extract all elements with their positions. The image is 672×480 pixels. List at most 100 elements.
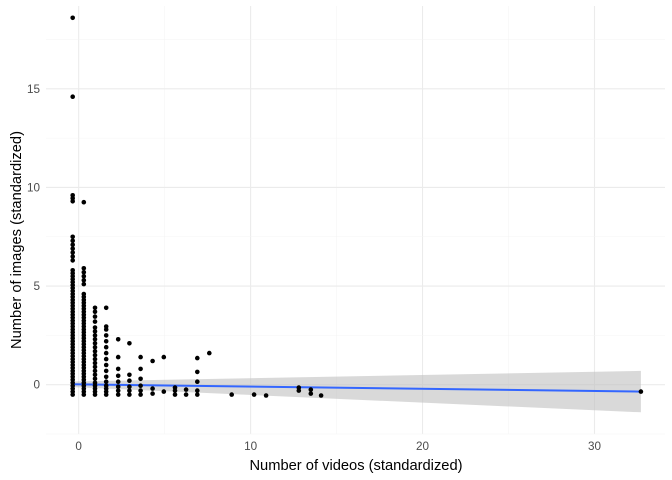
confidence-band bbox=[72, 370, 641, 413]
data-point bbox=[127, 341, 132, 346]
y-tick-label: 15 bbox=[27, 83, 41, 96]
data-point bbox=[92, 341, 98, 346]
data-point bbox=[103, 356, 109, 362]
data-point bbox=[70, 258, 75, 263]
data-point bbox=[70, 193, 75, 198]
fit-line-layer bbox=[72, 383, 641, 393]
data-point bbox=[195, 388, 200, 393]
data-point bbox=[263, 393, 269, 398]
data-point bbox=[92, 314, 98, 319]
data-point bbox=[70, 246, 75, 251]
x-tick-label: 0 bbox=[75, 440, 82, 453]
data-point bbox=[103, 379, 109, 385]
data-point bbox=[92, 319, 98, 324]
data-point bbox=[70, 234, 75, 240]
data-point bbox=[103, 362, 109, 368]
data-point bbox=[183, 392, 189, 397]
data-point bbox=[103, 339, 109, 344]
y-axis-title: Number of images (standardized) bbox=[9, 131, 25, 349]
x-tick-label: 10 bbox=[244, 440, 258, 453]
x-tick-label: 20 bbox=[416, 440, 430, 453]
data-point bbox=[92, 305, 98, 311]
data-point bbox=[638, 389, 644, 394]
data-point bbox=[127, 388, 132, 393]
data-point bbox=[92, 348, 98, 354]
data-point bbox=[92, 337, 98, 342]
data-point bbox=[229, 392, 234, 397]
y-tick-label: 5 bbox=[33, 280, 40, 293]
data-point bbox=[92, 344, 98, 350]
data-point bbox=[138, 366, 143, 372]
data-point bbox=[296, 385, 302, 390]
data-point bbox=[150, 386, 155, 391]
data-point bbox=[195, 355, 200, 361]
x-axis-title: Number of videos (standardized) bbox=[249, 458, 462, 474]
data-point bbox=[70, 238, 75, 243]
data-point bbox=[195, 379, 200, 385]
y-tick-label: 10 bbox=[27, 181, 41, 194]
data-point bbox=[115, 388, 121, 393]
data-point bbox=[81, 270, 87, 275]
data-point bbox=[92, 364, 98, 370]
data-point bbox=[138, 376, 143, 382]
data-point bbox=[81, 199, 87, 205]
data-point bbox=[161, 354, 167, 360]
data-point bbox=[103, 324, 109, 329]
data-point bbox=[92, 352, 98, 358]
regression-line bbox=[72, 383, 641, 393]
data-point bbox=[103, 305, 109, 311]
data-point bbox=[318, 393, 324, 398]
data-point bbox=[92, 372, 98, 378]
data-point bbox=[115, 354, 121, 360]
data-point bbox=[138, 392, 143, 397]
data-point bbox=[161, 389, 167, 394]
data-point bbox=[70, 94, 75, 99]
data-point bbox=[115, 366, 121, 372]
data-point bbox=[150, 391, 155, 396]
data-point bbox=[103, 350, 109, 356]
data-point bbox=[103, 368, 109, 374]
data-point bbox=[127, 378, 132, 384]
data-point bbox=[251, 392, 257, 397]
data-point bbox=[70, 254, 75, 259]
data-point bbox=[81, 281, 87, 287]
y-tick-label: 0 bbox=[33, 379, 40, 392]
data-point bbox=[115, 379, 121, 385]
data-point bbox=[183, 387, 189, 392]
data-point bbox=[207, 350, 212, 356]
data-point bbox=[195, 369, 200, 375]
data-point bbox=[92, 325, 98, 330]
data-point bbox=[115, 337, 121, 342]
data-point bbox=[92, 376, 98, 382]
data-point bbox=[172, 385, 178, 390]
data-point bbox=[115, 392, 121, 397]
data-point bbox=[70, 242, 75, 247]
data-point bbox=[103, 333, 109, 338]
data-point bbox=[92, 329, 98, 334]
data-point bbox=[70, 250, 75, 255]
data-point bbox=[92, 356, 98, 362]
data-point bbox=[138, 388, 143, 393]
data-point bbox=[115, 384, 121, 390]
data-point bbox=[308, 391, 314, 396]
data-point bbox=[150, 358, 155, 364]
confidence-band-layer bbox=[72, 370, 641, 413]
data-point bbox=[138, 383, 143, 389]
data-point bbox=[172, 392, 178, 397]
data-point bbox=[92, 368, 98, 374]
data-point bbox=[92, 309, 98, 315]
data-point bbox=[127, 372, 132, 378]
data-point bbox=[103, 383, 109, 389]
data-point bbox=[92, 333, 98, 338]
data-point bbox=[127, 392, 132, 397]
data-point bbox=[127, 384, 132, 390]
points-layer bbox=[70, 15, 644, 398]
data-point bbox=[92, 380, 98, 386]
data-point bbox=[92, 360, 98, 366]
x-tick-label: 30 bbox=[588, 440, 602, 453]
data-point bbox=[195, 392, 200, 397]
data-point bbox=[138, 354, 143, 360]
data-point bbox=[81, 291, 87, 297]
